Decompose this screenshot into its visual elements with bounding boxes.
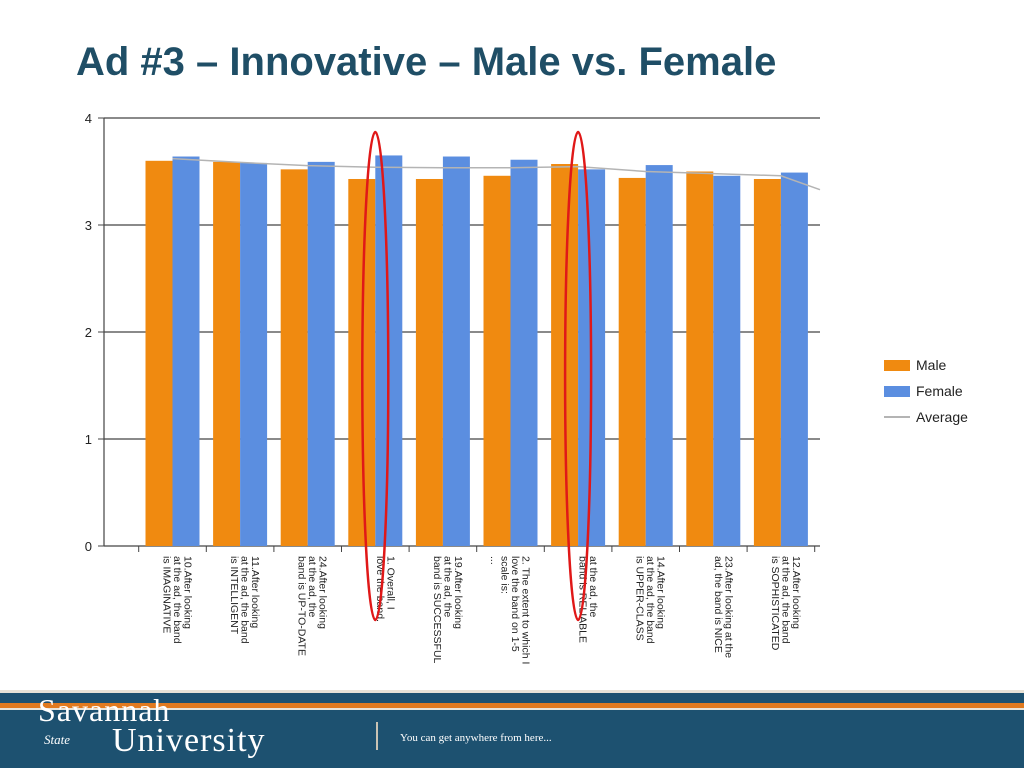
- category-label: is SOPHISTICATED: [769, 556, 781, 651]
- legend-swatch-female: [884, 385, 910, 397]
- bar-male: [213, 161, 241, 546]
- category-label: 1. Overall, I: [384, 556, 396, 610]
- category-label: 24.After looking: [317, 556, 329, 629]
- legend-label-average: Average: [916, 409, 968, 425]
- bar-female: [172, 156, 200, 546]
- category-label: 2. The extent to which I: [520, 556, 532, 664]
- category-label: band is UP-TO-DATE: [296, 556, 308, 656]
- bar-female: [307, 161, 335, 546]
- legend-swatch-average: [884, 416, 910, 418]
- category-label: scale is:: [499, 556, 511, 594]
- y-tick-label: 0: [85, 539, 92, 554]
- category-label: love the band on 1-5: [509, 556, 521, 652]
- university-logo-line2: University: [112, 722, 266, 759]
- bar-male: [483, 175, 511, 546]
- bar-female: [442, 156, 470, 546]
- y-tick-label: 3: [85, 218, 92, 233]
- highlight-oval: [361, 130, 390, 622]
- bar-female: [780, 172, 808, 546]
- university-logo-state: State: [44, 732, 70, 747]
- category-label: at the ad, the: [587, 556, 599, 617]
- category-label: band is SUCCESSFUL: [431, 556, 443, 664]
- bar-female: [713, 175, 741, 546]
- legend-item-female: Female: [884, 378, 968, 404]
- legend-label-female: Female: [916, 383, 963, 399]
- footer-stripe-accent: [0, 703, 1024, 708]
- legend-label-male: Male: [916, 357, 947, 373]
- footer-stripe-light: [0, 708, 1024, 710]
- bar-male: [280, 169, 308, 547]
- category-label: is INTELLIGENT: [228, 556, 240, 635]
- footer-stripe: [0, 690, 1024, 693]
- bar-female: [240, 162, 268, 546]
- highlight-oval: [563, 130, 593, 622]
- category-label: at the ad, the: [306, 556, 318, 617]
- y-tick-label: 1: [85, 432, 92, 447]
- legend-swatch-male: [884, 359, 910, 371]
- footer-divider: [376, 722, 378, 750]
- bar-female: [645, 165, 673, 546]
- category-label: at the ad, the band: [171, 556, 183, 644]
- bar-male: [686, 171, 714, 546]
- y-tick-label: 4: [85, 111, 92, 126]
- category-label: 12.After looking: [790, 556, 802, 629]
- y-tick-label: 2: [85, 325, 92, 340]
- average-line: [172, 157, 821, 191]
- category-label: is UPPER-CLASS: [634, 556, 646, 641]
- category-label: is IMAGINATIVE: [161, 556, 173, 633]
- legend-item-male: Male: [884, 352, 968, 378]
- footer-banner: Savannah State University You can get an…: [0, 690, 1024, 768]
- category-label: ...: [488, 556, 500, 565]
- university-logo-line1: Savannah: [38, 692, 171, 728]
- category-label: at the ad, the band: [644, 556, 656, 644]
- category-label: 10.After looking: [182, 556, 194, 629]
- category-label: 11.After looking: [249, 556, 261, 628]
- bar-male: [415, 178, 443, 546]
- footer-tagline: You can get anywhere from here...: [400, 732, 552, 744]
- category-label: 19.After looking: [452, 556, 464, 629]
- category-label: 14.After looking: [655, 556, 667, 629]
- category-label: 23.After looking at the: [722, 556, 734, 658]
- slide-title: Ad #3 – Innovative – Male vs. Female: [76, 40, 777, 84]
- category-label: at the ad, the band: [779, 556, 791, 644]
- legend-item-average: Average: [884, 404, 968, 430]
- bar-female: [510, 159, 538, 547]
- bar-male: [145, 160, 173, 547]
- bar-male: [753, 178, 781, 546]
- bar-male: [618, 177, 646, 547]
- chart-legend: Male Female Average: [884, 352, 968, 430]
- category-label: at the ad, the: [441, 556, 453, 617]
- category-label: ad, the band is NICE: [712, 556, 724, 653]
- category-label: at the ad, the band: [239, 556, 251, 644]
